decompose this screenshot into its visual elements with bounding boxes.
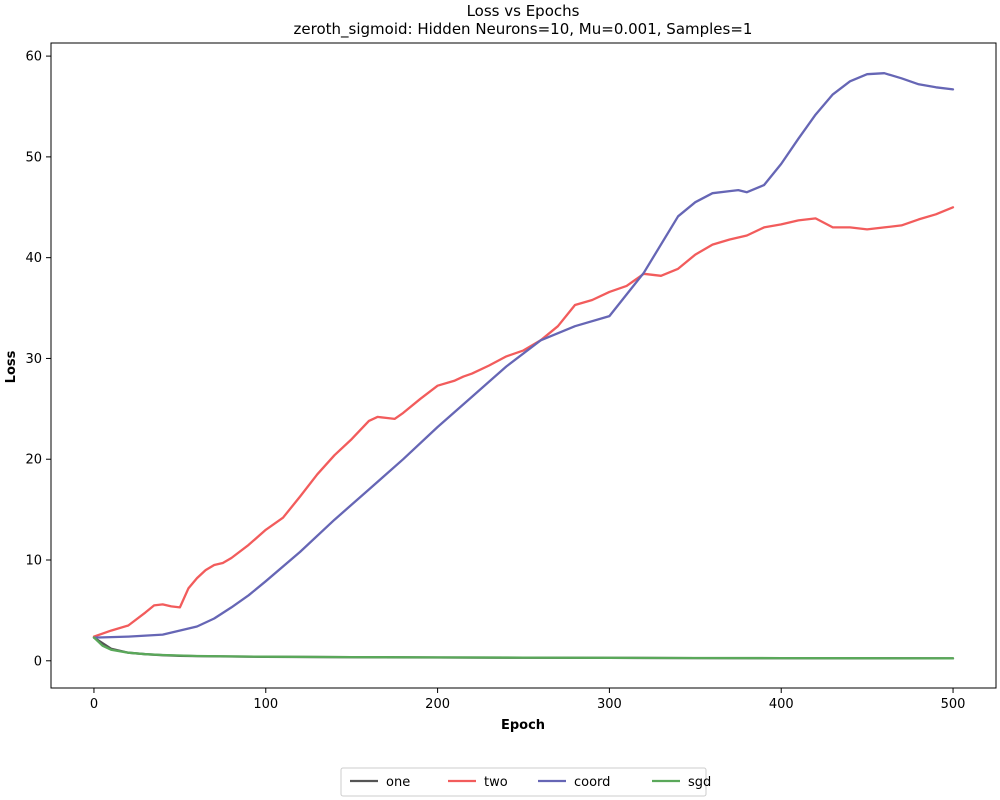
x-tick-label: 200 <box>425 697 450 712</box>
y-tick-label: 30 <box>25 352 42 367</box>
legend-label-one: one <box>386 775 410 790</box>
x-tick-label: 400 <box>769 697 794 712</box>
y-tick-label: 40 <box>25 251 42 266</box>
legend: one two coord sgd <box>340 767 711 797</box>
y-tick-label: 20 <box>25 453 42 468</box>
y-axis: 0 10 20 30 40 50 60 <box>25 50 51 669</box>
x-tick-label: 100 <box>253 697 278 712</box>
legend-items: one two coord sgd <box>350 775 711 790</box>
y-tick-label: 50 <box>25 150 42 165</box>
plot-area <box>50 42 997 689</box>
series-line-two <box>92 206 955 638</box>
x-tick-label: 300 <box>597 697 622 712</box>
legend-frame <box>340 767 707 797</box>
x-tick-label: 500 <box>941 697 966 712</box>
series-line-sgd <box>92 636 955 660</box>
y-tick-label: 60 <box>25 50 42 65</box>
series-layer <box>92 72 955 660</box>
x-tick-label: 0 <box>90 697 98 712</box>
series-line-coord <box>92 72 955 639</box>
x-axis-label: Epoch <box>501 718 545 733</box>
legend-label-sgd: sgd <box>688 775 711 790</box>
y-tick-label: 0 <box>34 654 42 669</box>
chart-subtitle: zeroth_sigmoid: Hidden Neurons=10, Mu=0.… <box>294 20 753 39</box>
legend-label-two: two <box>484 775 508 790</box>
y-tick-label: 10 <box>25 554 42 569</box>
x-axis: 0 100 200 300 400 500 <box>90 688 966 712</box>
y-axis-label: Loss <box>4 350 19 383</box>
chart-title: Loss vs Epochs <box>467 2 580 20</box>
legend-label-coord: coord <box>574 775 610 790</box>
